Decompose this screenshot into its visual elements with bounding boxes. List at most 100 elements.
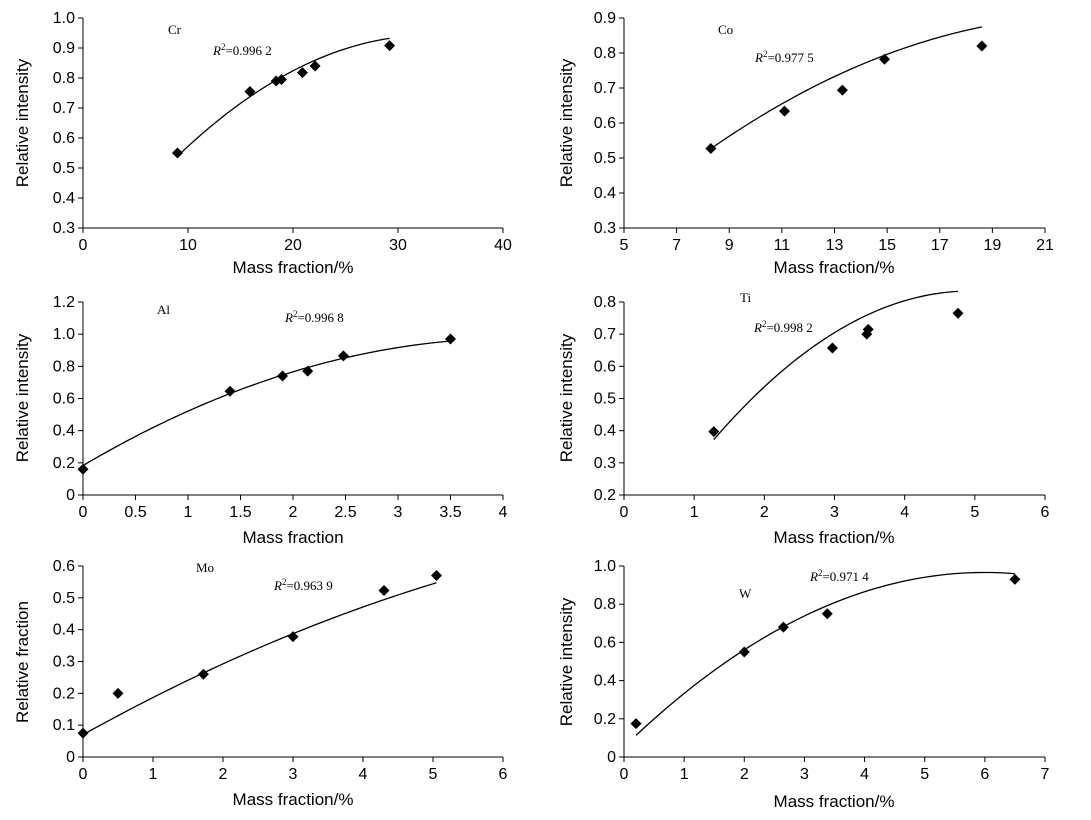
data-point: [777, 621, 789, 633]
x-tick-label: 2: [289, 504, 298, 521]
y-tick-label: 0.3: [53, 220, 75, 237]
r-squared-annotation: R2=0.977 5: [754, 49, 814, 65]
y-axis-title: Relative intensity: [557, 597, 576, 726]
y-tick-label: 0.2: [594, 711, 616, 728]
y-tick-label: 0.3: [594, 220, 616, 237]
r-symbol: R: [809, 569, 818, 584]
x-tick-label: 5: [620, 237, 629, 254]
y-tick-label: 0.8: [53, 70, 75, 87]
data-point: [244, 86, 256, 97]
x-tick-label: 0: [79, 237, 88, 254]
y-tick-label: 0.6: [53, 558, 75, 575]
y-tick-label: 0.1: [53, 717, 75, 734]
y-tick-label: 1.0: [53, 326, 75, 343]
x-tick-label: 21: [1036, 237, 1054, 254]
x-tick-label: 6: [1041, 504, 1050, 521]
x-tick-label: 40: [494, 237, 512, 254]
x-axis-title: Mass fraction/%: [233, 790, 354, 809]
x-tick-label: 10: [179, 237, 197, 254]
element-label: Ti: [740, 290, 751, 305]
x-tick-label: 2.5: [334, 504, 356, 521]
y-axis-title: Relative intensity: [13, 333, 32, 462]
y-tick-label: 1.0: [53, 10, 75, 27]
x-tick-label: 1: [680, 766, 689, 783]
y-tick-label: 0.4: [594, 423, 616, 440]
y-tick-label: 0.4: [53, 423, 75, 440]
r-squared-annotation: R2=0.971 4: [809, 568, 869, 584]
data-point: [821, 608, 833, 620]
y-tick-label: 0.4: [594, 673, 616, 690]
r-symbol: R: [754, 50, 763, 65]
y-tick-label: 0.3: [53, 654, 75, 671]
data-point: [878, 53, 890, 65]
data-point: [826, 342, 838, 354]
y-tick-label: 0.5: [594, 150, 616, 167]
y-tick-label: 0: [607, 749, 616, 766]
x-tick-label: 3: [394, 504, 403, 521]
element-label: Mo: [196, 560, 214, 575]
y-tick-label: 0.6: [53, 130, 75, 147]
x-tick-label: 5: [920, 766, 929, 783]
chart-panel-ti: 0.2 0.3 0.4 0.5 0.6 0.7 0.8 0 1 2 3 4 5 6 Mass fractio…: [557, 290, 1050, 547]
chart-panel-cr: 0.3 0.4 0.5 0.6 0.7 0.8 0.9 1.0 0 10 20 30 40 Mass fr…: [13, 10, 512, 277]
data-point: [77, 727, 89, 739]
x-tick-label: 1: [149, 766, 158, 783]
r-symbol: R: [753, 320, 762, 335]
r-symbol: R: [284, 310, 293, 325]
y-tick-label: 0.7: [594, 80, 616, 97]
y-axis-title: Relative fraction: [13, 601, 32, 723]
y-tick-label: 0: [66, 749, 75, 766]
data-point: [112, 687, 124, 699]
y-tick-label: 1.2: [53, 294, 75, 311]
x-tick-label: 5: [970, 504, 979, 521]
x-tick-label: 1: [184, 504, 193, 521]
y-tick-label: 0.2: [594, 487, 616, 504]
x-tick-label: 5: [429, 766, 438, 783]
data-point: [275, 74, 287, 85]
r-superscript: 2: [762, 319, 767, 329]
x-tick-label: 4: [900, 504, 909, 521]
y-tick-label: 0.7: [53, 100, 75, 117]
data-point: [738, 646, 750, 658]
x-tick-label: 6: [980, 766, 989, 783]
data-point: [445, 333, 456, 345]
y-tick-label: 0.9: [53, 40, 75, 57]
x-tick-label: 3: [830, 504, 839, 521]
data-point: [224, 385, 236, 397]
element-label: W: [739, 586, 752, 601]
x-tick-label: 19: [983, 237, 1001, 254]
y-tick-label: 0.8: [53, 358, 75, 375]
data-point: [378, 585, 390, 597]
y-tick-label: 0.4: [53, 190, 75, 207]
x-axis-title: Mass fraction/%: [774, 528, 895, 547]
x-tick-label: 0.5: [124, 504, 146, 521]
chart-panel-w: 0 0.2 0.4 0.6 0.8 1.0 0 1 2 3 4 5 6 7 Mass fraction/% R…: [557, 558, 1050, 811]
element-label: Al: [157, 302, 170, 317]
data-point: [197, 668, 209, 680]
y-tick-label: 0.8: [594, 294, 616, 311]
x-axis-title: Mass fraction: [242, 528, 343, 547]
y-tick-label: 0.2: [53, 455, 75, 472]
data-point: [952, 307, 964, 319]
r-superscript: 2: [221, 42, 226, 52]
x-tick-label: 2: [740, 766, 749, 783]
y-tick-label: 0.6: [594, 358, 616, 375]
y-tick-label: 0.4: [53, 622, 75, 639]
data-point: [708, 426, 720, 438]
trend-curve: [82, 582, 437, 736]
x-tick-label: 0: [620, 766, 629, 783]
x-tick-label: 15: [878, 237, 896, 254]
data-point: [1009, 573, 1021, 585]
y-axis-title: Relative intensity: [557, 333, 576, 462]
element-label: Co: [718, 22, 733, 37]
r-symbol: R: [273, 578, 282, 593]
y-tick-label: 0.7: [594, 326, 616, 343]
x-tick-label: 11: [774, 237, 791, 254]
r-superscript: 2: [763, 49, 768, 59]
y-tick-label: 0.3: [594, 455, 616, 472]
r-squared-annotation: R2=0.998 2: [753, 319, 813, 335]
y-tick-label: 0.2: [53, 685, 75, 702]
r-symbol: R: [212, 43, 221, 58]
chart-panel-co: 0.3 0.4 0.5 0.6 0.7 0.8 0.9 5 7 9 11 13 15 17 19 21 Mass…: [557, 10, 1054, 277]
